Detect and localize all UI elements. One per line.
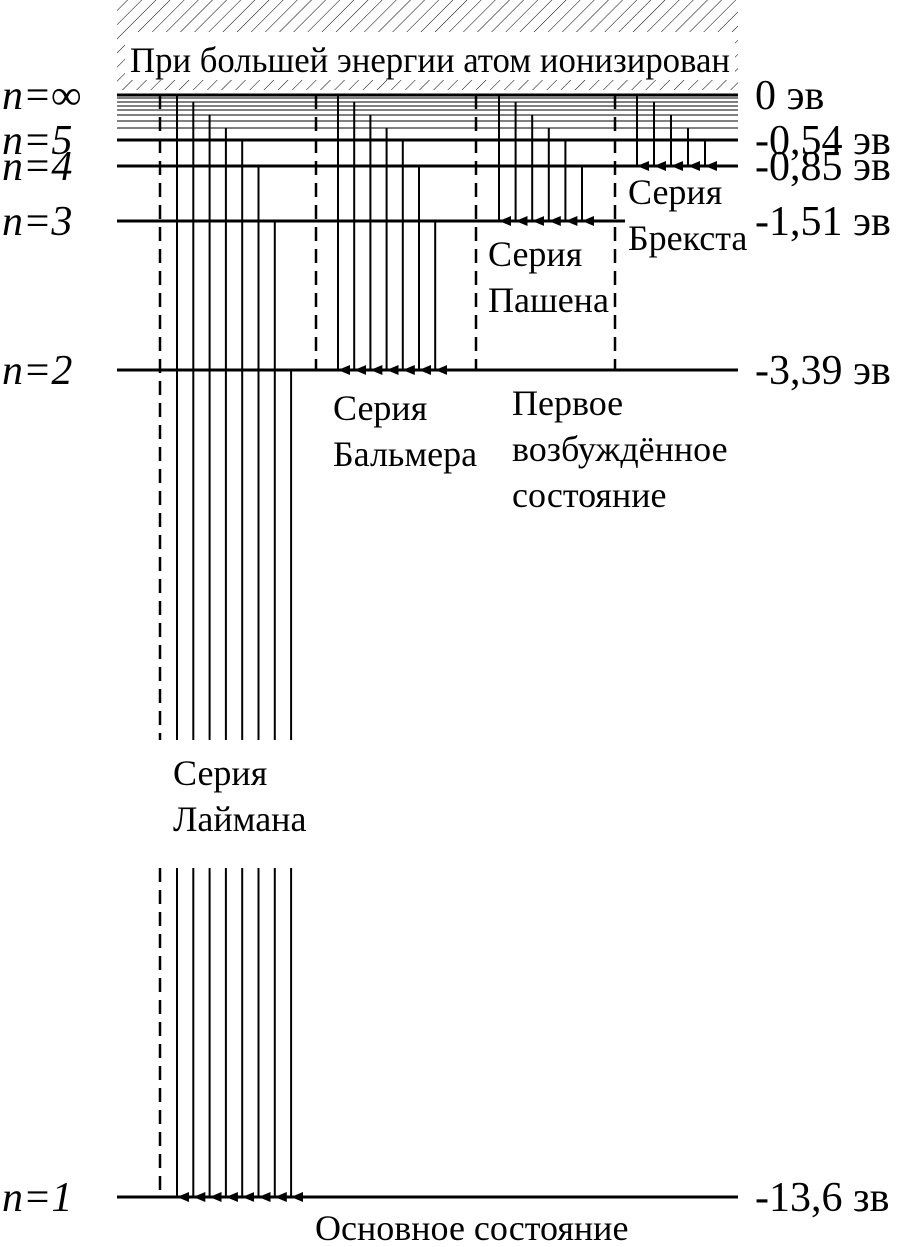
series-label: Серия [488, 234, 582, 274]
level-energy: -0,54 эв [755, 118, 891, 164]
series-label: Пашена [488, 280, 609, 320]
note: состояние [512, 475, 667, 515]
note: Первое [512, 383, 623, 423]
series-label: Брекста [628, 218, 747, 258]
level-label: n=3 [2, 199, 72, 245]
level-label: n=1 [2, 1175, 72, 1221]
level-label: n=2 [2, 348, 72, 394]
series-label: Серия [628, 172, 722, 212]
level-label: n=5 [2, 118, 72, 164]
series-label: Бальмера [333, 434, 477, 474]
title: При большей энергии атом ионизирован [130, 40, 730, 80]
level-label: n=∞ [2, 73, 81, 119]
series-label: Лаймана [173, 799, 306, 839]
note: Основное состояние [315, 1208, 628, 1247]
layers: n=∞ 0 эв n=5 -0,54 эв n=4 -0,85 эв n=3 -1,51 эв… [2, 73, 891, 1247]
level-label: n=4 [2, 144, 72, 190]
level-energy: -1,51 эв [755, 199, 891, 245]
series-label: Серия [333, 388, 427, 428]
level-energy: -3,39 эв [755, 348, 891, 394]
title-backdrop [125, 32, 735, 80]
series-label: Серия [173, 753, 267, 793]
level-energy: -0,85 эв [755, 144, 891, 190]
level-energy: -13,6 зв [755, 1175, 889, 1221]
note: возбуждённое [512, 429, 728, 469]
level-energy: 0 эв [755, 73, 824, 119]
